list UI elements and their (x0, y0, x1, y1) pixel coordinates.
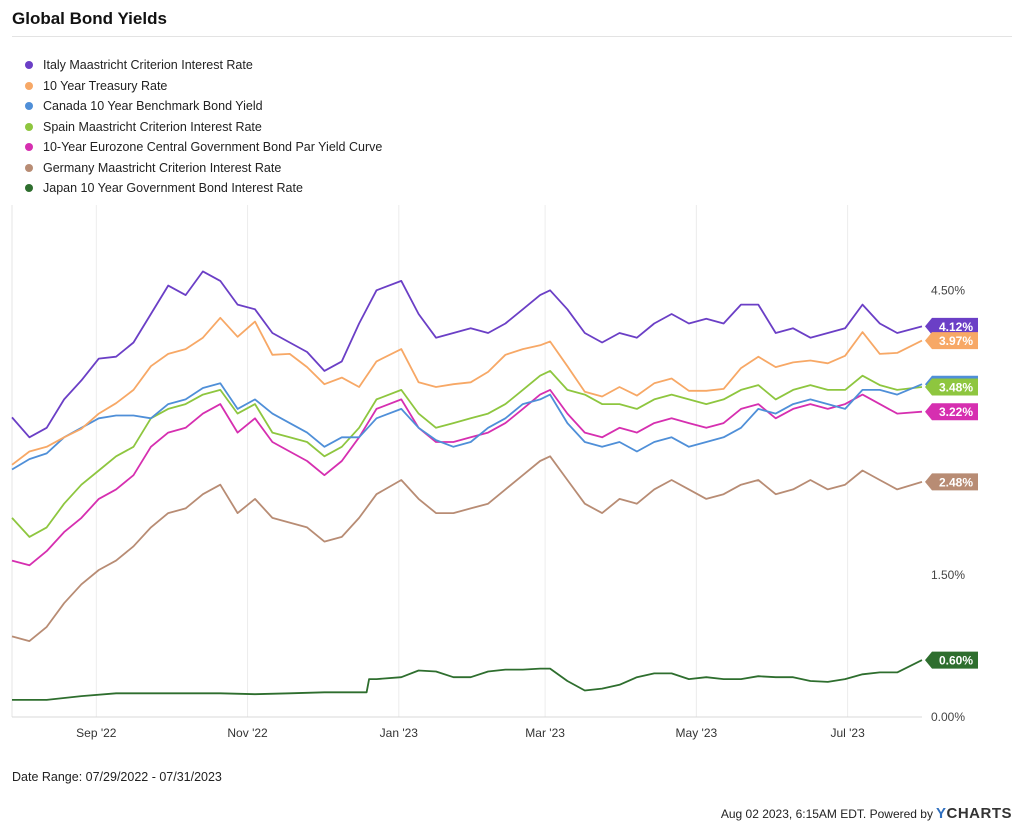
x-tick-label: Jan '23 (380, 726, 419, 740)
end-label-text: 3.48% (939, 381, 973, 395)
y-tick-label: 4.50% (931, 283, 965, 297)
end-label-badge (925, 651, 978, 669)
legend-item[interactable]: Japan 10 Year Government Bond Interest R… (25, 178, 382, 199)
legend-label: Italy Maastricht Criterion Interest Rate (43, 58, 253, 73)
series-line-italy-maastricht-criterion-interest-rate (11, 270, 923, 439)
legend-item[interactable]: Spain Maastricht Criterion Interest Rate (25, 117, 382, 138)
end-label-10-year-treasury-rate: 3.97% (925, 332, 978, 350)
x-tick-label: Jul '23 (830, 726, 865, 740)
end-label-text: 2.48% (939, 475, 973, 489)
line-chart: Sep '22 Nov '22 Jan '23 Mar '23 May '23 Jul '… (11, 205, 978, 740)
end-label-text: 0.60% (939, 654, 973, 668)
x-tick-label: Mar '23 (525, 726, 565, 740)
chart-title: Global Bond Yields (12, 9, 167, 28)
y-tick-label: 1.50% (931, 568, 965, 582)
x-tick-label: Nov '22 (227, 726, 268, 740)
x-tick-label: May '23 (676, 726, 718, 740)
end-label-badge (925, 378, 978, 396)
legend-label: Spain Maastricht Criterion Interest Rate (43, 119, 262, 134)
legend-label: Canada 10 Year Benchmark Bond Yield (43, 99, 263, 114)
legend-item[interactable]: Germany Maastricht Criterion Interest Ra… (25, 158, 382, 179)
y-tick-label: 0.00% (931, 710, 965, 724)
legend-label: 10-Year Eurozone Central Government Bond… (43, 140, 383, 155)
legend-item[interactable]: 10 Year Treasury Rate (25, 76, 382, 97)
legend-dot-icon (25, 61, 33, 70)
series-line-japan-10-year-government-bond-interest-rate (12, 659, 923, 701)
end-label-badge (925, 317, 978, 335)
footer-timestamp: Aug 02 2023, 6:15AM EDT. Powered by (720, 807, 933, 821)
end-label-text: 3.22% (939, 405, 973, 419)
legend-dot-icon (25, 163, 33, 172)
legend-dot-icon (25, 143, 33, 152)
legend-item[interactable]: Italy Maastricht Criterion Interest Rate (25, 55, 382, 76)
end-label-badge (925, 332, 978, 350)
end-label-italy-maastricht-criterion-interest-rate: 4.12% (925, 317, 978, 335)
legend: Italy Maastricht Criterion Interest Rate… (25, 55, 382, 199)
end-label-germany-maastricht-criterion-interest-rate: 2.48% (925, 473, 978, 491)
legend-dot-icon (25, 81, 33, 90)
end-label-badge (925, 403, 978, 421)
end-label-text: 3.97% (939, 334, 973, 348)
end-label-badge (925, 473, 978, 491)
legend-dot-icon (25, 122, 33, 131)
legend-label: Germany Maastricht Criterion Interest Ra… (43, 160, 282, 175)
end-label-text: 4.12% (939, 320, 973, 334)
legend-dot-icon (25, 184, 33, 193)
end-label-japan-10-year-government-bond-interest-rate: 0.60% (925, 651, 978, 669)
ycharts-logo-y: Y (935, 805, 947, 822)
legend-item[interactable]: 10-Year Eurozone Central Government Bond… (25, 137, 382, 158)
x-tick-label: Sep '22 (76, 726, 117, 740)
series-line-canada-10-year-benchmark-bond-yield (11, 382, 923, 471)
series-line-germany-maastricht-criterion-interest-rate (11, 455, 923, 642)
legend-label: 10 Year Treasury Rate (43, 78, 168, 93)
end-label-10-year-eurozone-central-government-bond-par-yield-curve: 3.22% (925, 403, 978, 421)
end-label-spain-maastricht-criterion-interest-rate: 3.48% (925, 378, 978, 396)
legend-dot-icon (25, 102, 33, 111)
legend-item[interactable]: Canada 10 Year Benchmark Bond Yield (25, 96, 382, 117)
series-line-spain-maastricht-criterion-interest-rate (11, 370, 923, 538)
title-divider (12, 36, 1012, 37)
series-line-10-year-eurozone-central-government-bond-par-yield-curve (11, 389, 923, 567)
series-line-10-year-treasury-rate (11, 316, 923, 466)
ycharts-logo-text: CHARTS (946, 805, 1012, 822)
ycharts-logo[interactable]: YCHARTS (936, 805, 1012, 822)
legend-label: Japan 10 Year Government Bond Interest R… (43, 181, 303, 196)
footer-credit: Aug 02 2023, 6:15AM EDT. Powered by YCHA… (721, 805, 1012, 822)
date-range-label: Date Range: 07/29/2022 - 07/31/2023 (12, 770, 222, 784)
